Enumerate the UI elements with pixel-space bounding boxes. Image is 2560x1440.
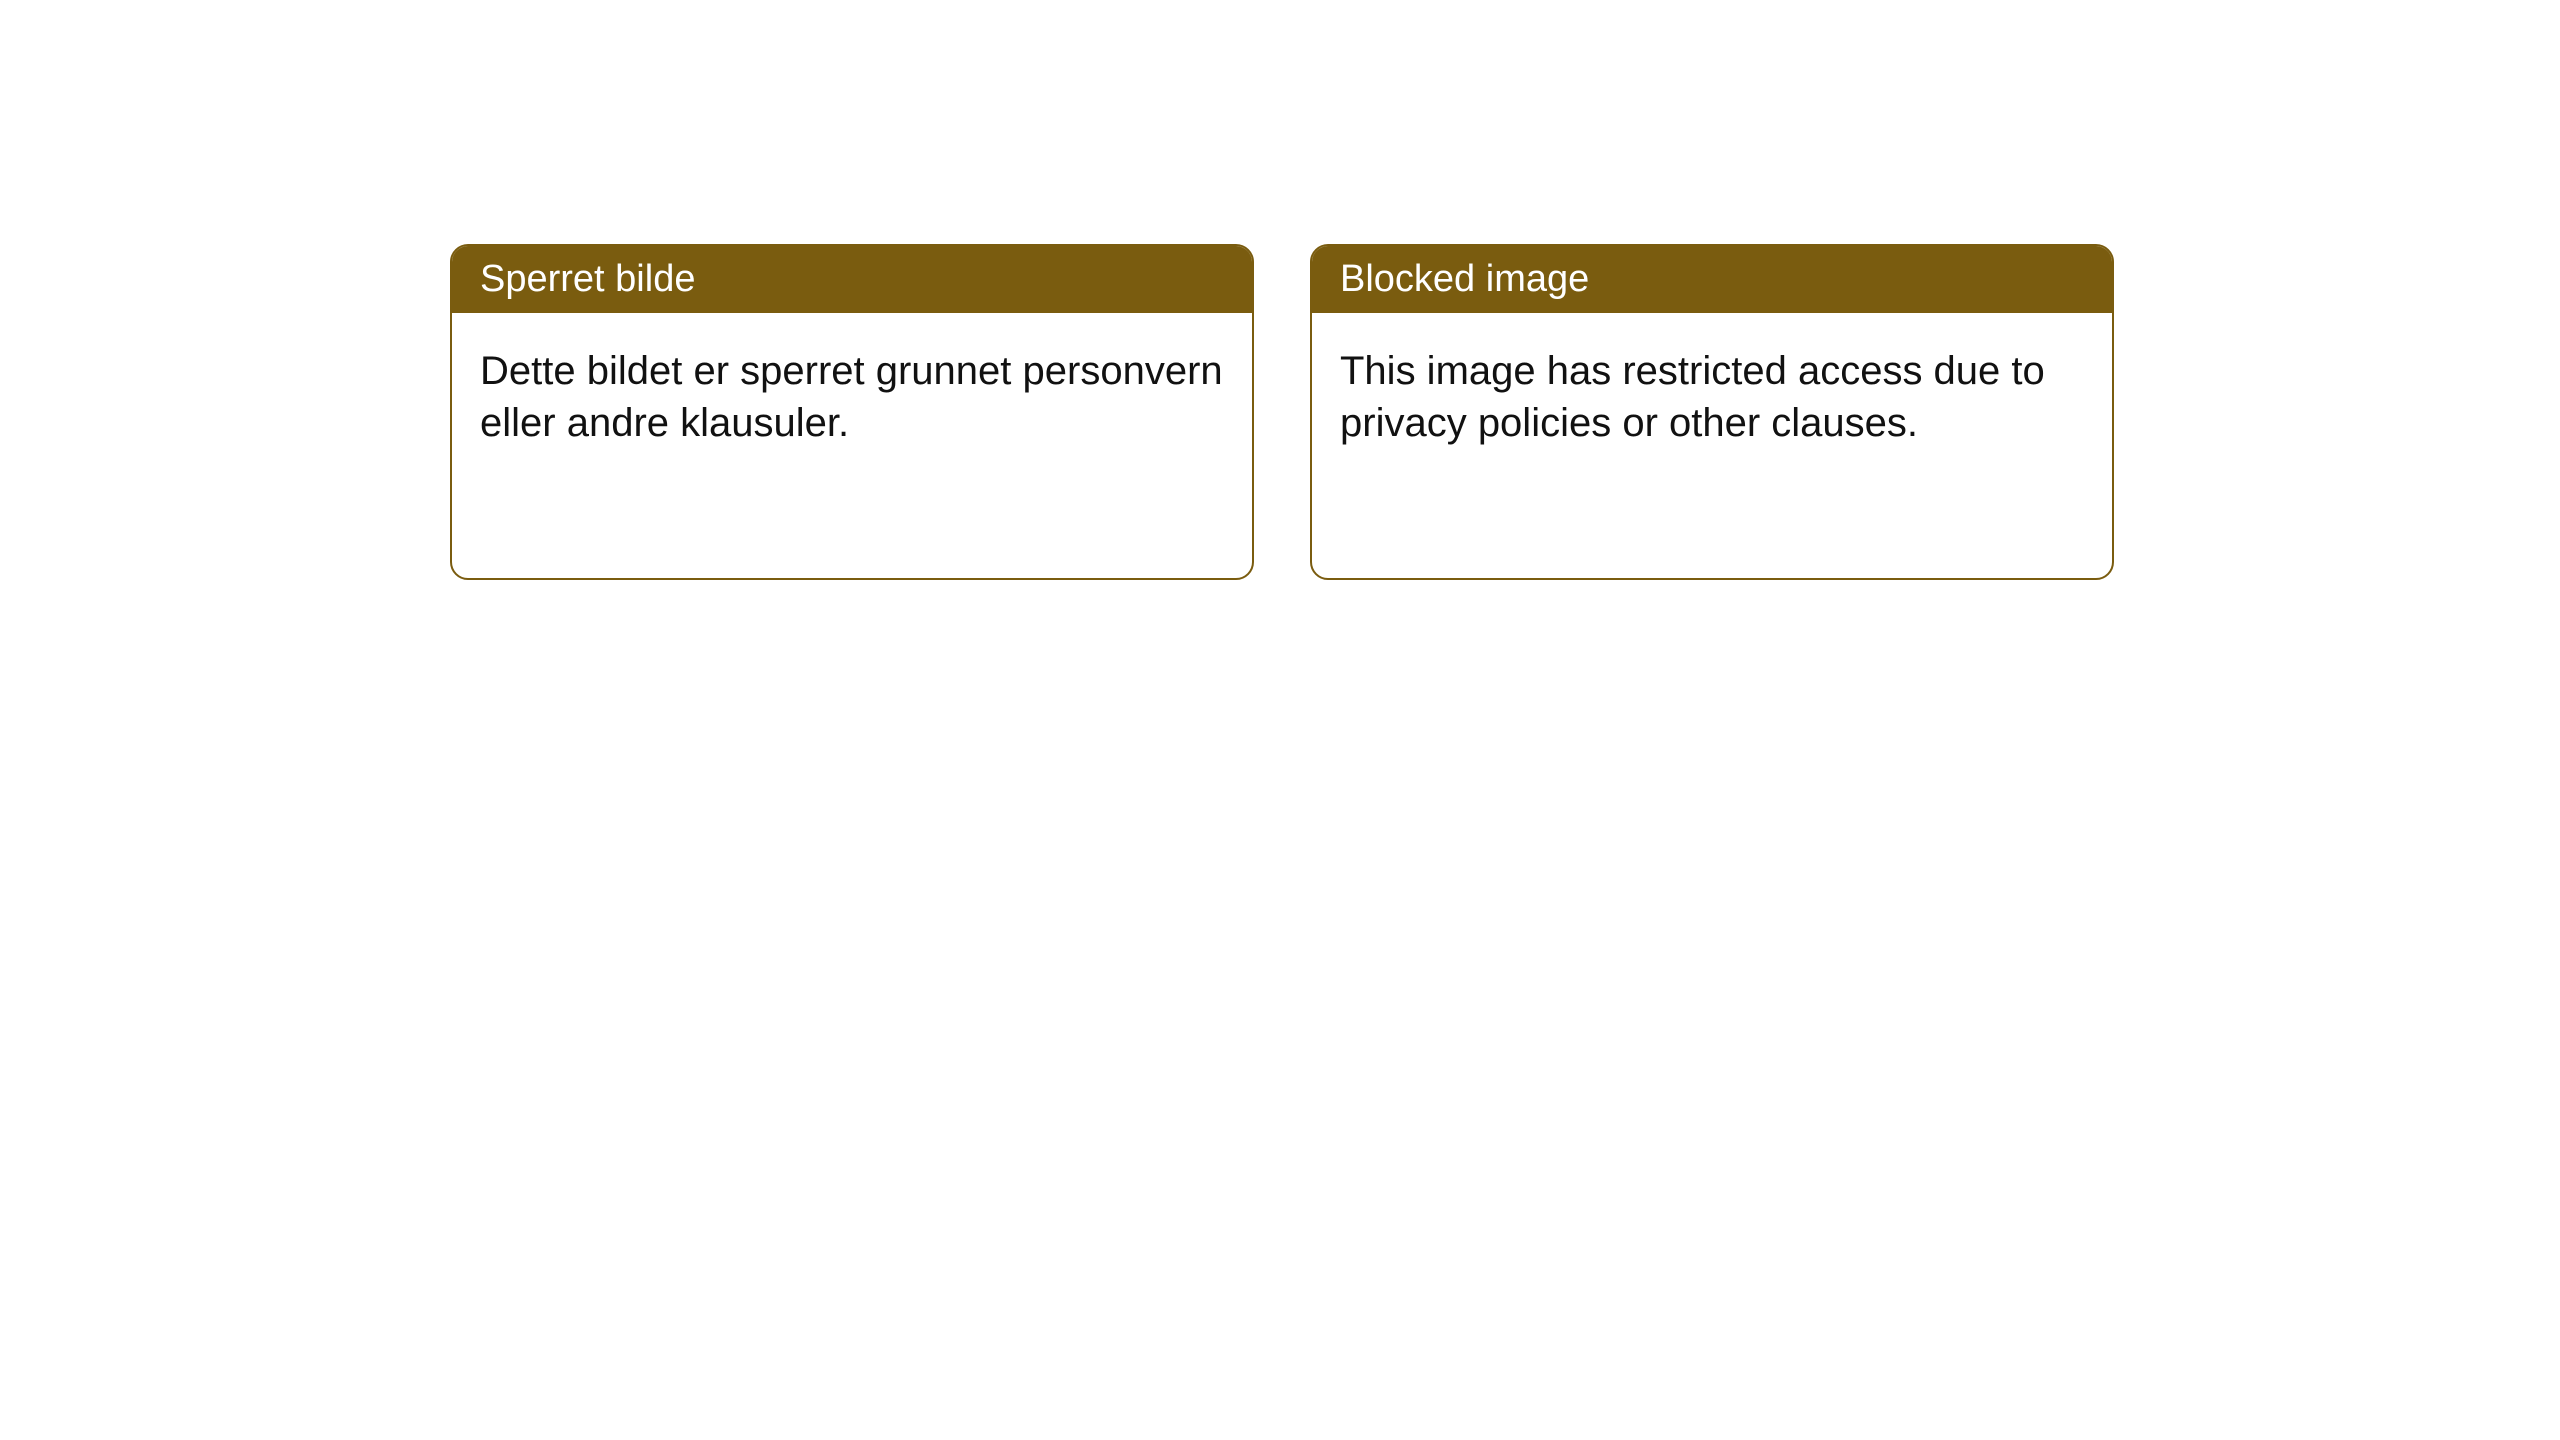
card-message: Dette bildet er sperret grunnet personve… — [480, 349, 1223, 445]
notice-container: Sperret bilde Dette bildet er sperret gr… — [450, 244, 2114, 580]
card-title: Sperret bilde — [480, 258, 695, 300]
notice-card-norwegian: Sperret bilde Dette bildet er sperret gr… — [450, 244, 1254, 580]
card-header: Sperret bilde — [452, 246, 1252, 313]
card-title: Blocked image — [1340, 258, 1589, 300]
card-message: This image has restricted access due to … — [1340, 349, 2045, 445]
card-header: Blocked image — [1312, 246, 2112, 313]
card-body: Dette bildet er sperret grunnet personve… — [452, 313, 1252, 481]
notice-card-english: Blocked image This image has restricted … — [1310, 244, 2114, 580]
card-body: This image has restricted access due to … — [1312, 313, 2112, 481]
